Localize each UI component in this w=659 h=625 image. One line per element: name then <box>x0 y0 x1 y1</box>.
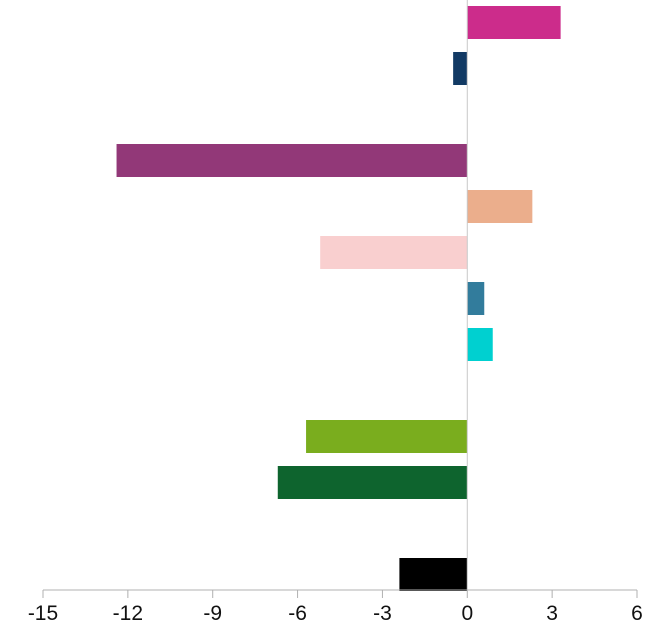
bar-3 <box>467 190 533 223</box>
x-axis-tick-labels: -15 -12 -9 -6 -3 0 3 6 <box>28 602 643 625</box>
x-tick-label-1: -12 <box>113 602 143 625</box>
x-tick-label-6: 3 <box>546 602 558 625</box>
x-axis-ticks <box>42 590 638 598</box>
bar-5 <box>467 282 485 315</box>
bar-7 <box>306 420 468 453</box>
x-tick-label-5: 0 <box>461 602 473 625</box>
x-tick-label-0: -15 <box>28 602 58 625</box>
bar-4 <box>320 236 468 269</box>
x-tick-label-7: 6 <box>631 602 643 625</box>
bar-0 <box>467 6 561 39</box>
x-tick-label-3: -6 <box>288 602 307 625</box>
bars <box>116 6 561 591</box>
bar-1 <box>453 52 468 85</box>
bar-6 <box>467 328 493 361</box>
x-tick-label-4: -3 <box>373 602 392 625</box>
bar-9 <box>399 558 468 591</box>
x-tick-label-2: -9 <box>203 602 222 625</box>
bar-2 <box>116 144 468 177</box>
bar-8 <box>277 466 468 499</box>
